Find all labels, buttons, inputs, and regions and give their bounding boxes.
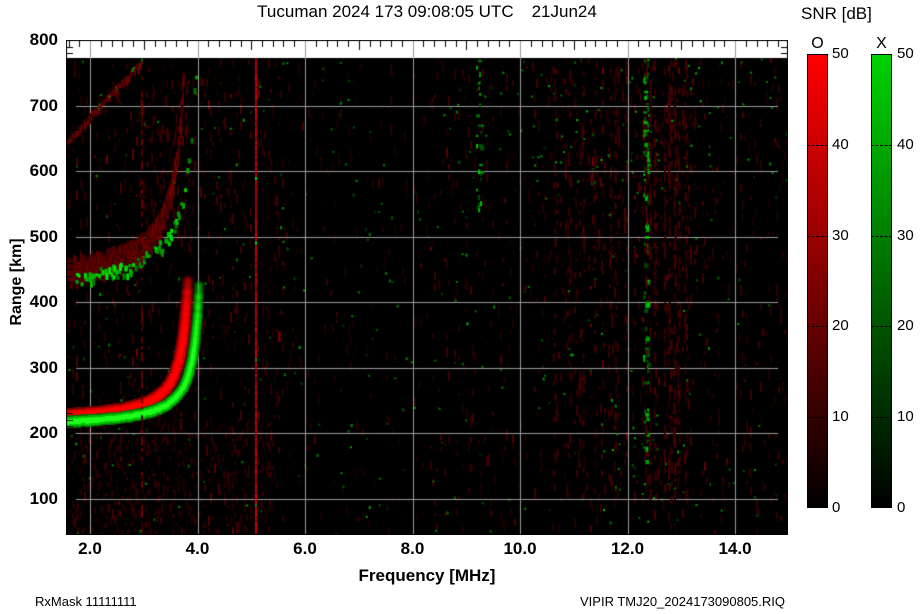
y-tick-label: 200 [29, 423, 58, 442]
filename-text: VIPIR TMJ20_2024173090805.RIQ [580, 594, 786, 609]
colorbar-tick-label: 0 [832, 499, 841, 516]
y-tick-label: 500 [29, 226, 58, 246]
colorbar-tick-label: 20 [832, 317, 849, 335]
colorbar-tick-label: 30 [832, 226, 849, 244]
colorbar-tick-label: 50 [832, 45, 849, 62]
title-main: Tucuman 2024 173 09:08:05 UTC [257, 2, 514, 21]
colorbar-tick-label: 40 [897, 135, 914, 153]
colorbar-tick-label: 10 [832, 408, 849, 426]
y-tick-label: 800 [29, 30, 58, 49]
colorbar-tick-label: 10 [897, 408, 914, 426]
colorbar-tick-mark [807, 417, 828, 419]
x-tick-label: 14.0 [718, 539, 752, 558]
colorbar-tick-mark [807, 144, 828, 146]
title-date: 21Jun24 [531, 2, 597, 21]
y-tick-label: 400 [29, 292, 58, 311]
colorbar-tick-label: 20 [897, 317, 914, 335]
colorbar-tick-label: 0 [897, 499, 906, 516]
x-tick-label: 8.0 [400, 539, 425, 558]
colorbar-tick-mark [871, 326, 892, 328]
colorbar-o-gradient [807, 54, 828, 508]
colorbar-tick-label: 30 [897, 226, 914, 244]
colorbar-x-label: X [876, 35, 887, 52]
colorbar-tick-label: 40 [832, 135, 849, 153]
x-tick-label: 2.0 [78, 539, 102, 558]
colorbar-title: SNR [dB] [801, 4, 872, 23]
colorbar-tick-label: 50 [897, 45, 914, 62]
ionogram-plot [66, 40, 788, 535]
x-axis-title: Frequency [MHz] [358, 566, 496, 585]
colorbar-tick-mark [871, 235, 892, 237]
y-tick-label: 700 [29, 95, 58, 115]
x-tick-label: 12.0 [610, 539, 645, 558]
y-tick-label: 300 [29, 357, 58, 377]
colorbar-o-label: O [811, 35, 824, 52]
x-tick-label: 6.0 [293, 539, 317, 558]
x-tick-label: 4.0 [185, 539, 210, 558]
plot-title: Tucuman 2024 173 09:08:05 UTC 21Jun24 [66, 2, 788, 22]
rxmask-text: RxMask 11111111 [35, 594, 137, 609]
colorbar-x-gradient [871, 54, 892, 508]
y-tick-label: 600 [29, 161, 58, 180]
colorbar-tick-mark [807, 235, 828, 237]
colorbar-tick-mark [871, 417, 892, 419]
y-tick-label: 100 [29, 488, 58, 508]
colorbar-tick-mark [807, 326, 828, 328]
colorbar-tick-mark [871, 144, 892, 146]
x-tick-label: 10.0 [503, 539, 537, 558]
